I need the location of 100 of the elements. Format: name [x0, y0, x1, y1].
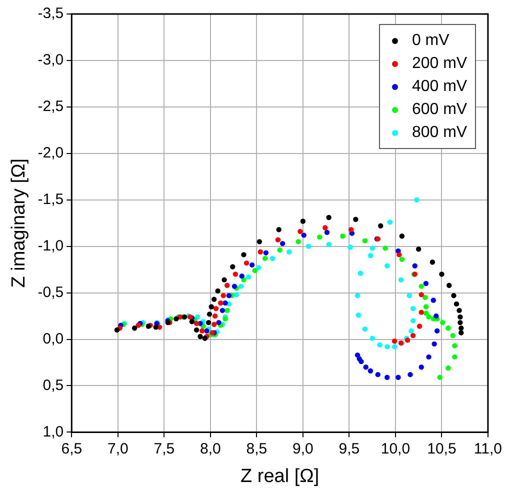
legend-label: 200 mV: [412, 54, 468, 74]
point: [396, 374, 401, 380]
point: [256, 265, 262, 270]
point: [354, 352, 360, 358]
point: [418, 292, 424, 298]
y-tick-label: -3,5: [38, 5, 64, 22]
point: [218, 300, 224, 306]
x-axis-title: Z real [Ω]: [240, 466, 320, 487]
point: [356, 312, 362, 318]
point: [262, 256, 268, 262]
point: [430, 260, 436, 265]
point: [270, 256, 275, 262]
point: [198, 334, 203, 340]
point: [252, 268, 258, 274]
point: [258, 249, 263, 255]
point: [277, 247, 282, 253]
point: [408, 372, 413, 378]
y-tick-label: -0,5: [38, 284, 64, 301]
point: [316, 234, 322, 240]
point: [384, 344, 390, 350]
y-tick-label: 1,0: [42, 423, 64, 440]
y-tick-label: -3,0: [38, 52, 64, 69]
point: [241, 252, 246, 258]
point: [286, 249, 292, 255]
point: [398, 277, 404, 282]
point: [222, 277, 227, 282]
y-tick-label: -2,0: [38, 144, 64, 162]
point: [370, 246, 375, 251]
point: [216, 320, 222, 326]
point: [362, 326, 368, 332]
point: [206, 312, 212, 317]
legend-label: 400 mV: [412, 77, 468, 97]
point: [358, 270, 363, 276]
point: [378, 223, 384, 228]
y-tick-label: -1,5: [38, 191, 64, 208]
y-axis-title: Z imaginary [Ω]: [8, 158, 30, 288]
point: [298, 228, 303, 234]
point: [423, 310, 429, 316]
point: [423, 280, 429, 286]
point: [426, 354, 432, 360]
point: [326, 242, 332, 248]
point: [296, 239, 301, 244]
point: [440, 320, 446, 326]
point: [406, 292, 412, 298]
point: [340, 234, 346, 239]
point: [220, 308, 226, 314]
point: [234, 292, 239, 298]
x-tick-label: 7,5: [154, 440, 175, 458]
x-tick-label: 11,0: [474, 440, 502, 458]
point: [224, 308, 230, 314]
point: [226, 292, 232, 298]
y-tick-label: 0,5: [42, 376, 64, 394]
point: [224, 282, 230, 288]
point: [458, 314, 463, 320]
point: [426, 314, 432, 320]
point: [276, 227, 282, 232]
point: [387, 220, 392, 225]
point: [368, 253, 374, 258]
point: [412, 263, 418, 268]
point: [423, 304, 429, 310]
point: [414, 197, 420, 202]
point: [354, 292, 360, 298]
point: [213, 306, 219, 312]
point: [220, 292, 226, 298]
point: [454, 301, 460, 307]
point: [418, 364, 424, 370]
point: [399, 256, 405, 262]
point: [408, 328, 414, 334]
point: [348, 244, 353, 250]
point: [280, 240, 286, 246]
point: [416, 246, 422, 252]
point: [418, 310, 424, 315]
point: [434, 328, 440, 334]
point: [446, 326, 451, 331]
point: [215, 288, 220, 294]
point: [206, 320, 212, 326]
point: [434, 313, 439, 319]
point: [382, 246, 388, 251]
point: [322, 225, 328, 230]
point: [132, 326, 138, 331]
legend-label: 0 mV: [412, 31, 450, 51]
point: [384, 263, 390, 268]
point: [222, 300, 228, 306]
point: [241, 277, 246, 282]
point: [189, 319, 195, 324]
point: [410, 306, 416, 312]
point: [244, 260, 250, 266]
point: [362, 238, 368, 244]
y-tick-label: -2,5: [38, 98, 64, 116]
point: [232, 272, 238, 277]
x-tick-label: 7,0: [107, 440, 128, 458]
point: [212, 322, 217, 327]
point: [416, 324, 422, 329]
point: [275, 237, 281, 242]
point: [256, 239, 262, 244]
point: [194, 327, 200, 333]
point: [239, 273, 244, 279]
point: [301, 232, 306, 238]
x-tick-label: 8,0: [200, 440, 221, 458]
point: [432, 341, 437, 347]
